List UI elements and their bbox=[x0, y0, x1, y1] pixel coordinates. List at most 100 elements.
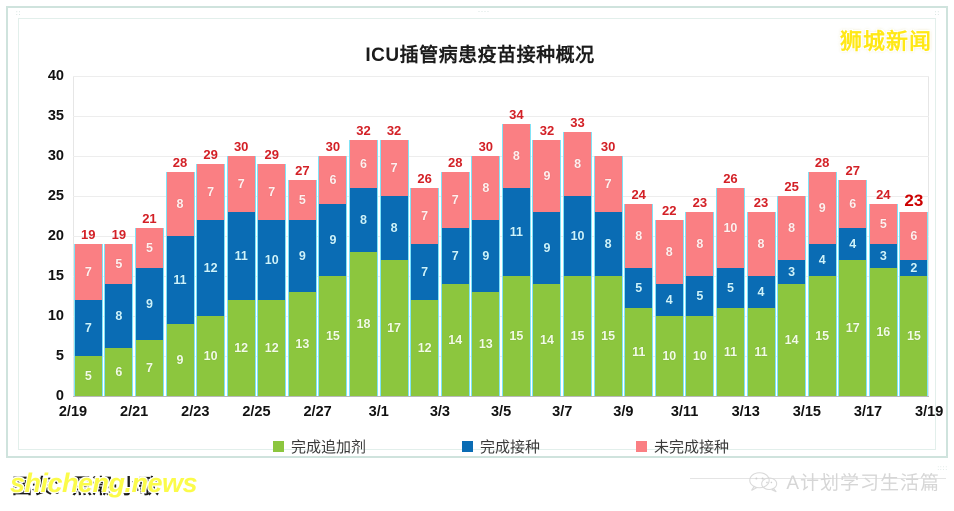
bar-segment-green[interactable]: 13 bbox=[471, 292, 501, 396]
bar-segment-pink[interactable]: 6 bbox=[899, 212, 929, 260]
bar-segment-pink[interactable]: 5 bbox=[868, 204, 898, 244]
bar-column[interactable]: 27 5 9 13 bbox=[287, 164, 318, 396]
bar-segment-pink[interactable]: 7 bbox=[73, 244, 103, 300]
bar-segment-green[interactable]: 10 bbox=[685, 316, 715, 396]
bar-column[interactable]: 24 8 5 11 bbox=[623, 188, 654, 396]
bar-segment-pink[interactable]: 7 bbox=[257, 164, 287, 220]
bar-column[interactable]: 24 5 3 16 bbox=[868, 188, 899, 396]
bar-segment-green[interactable]: 12 bbox=[257, 300, 287, 396]
bar-segment-green[interactable]: 17 bbox=[379, 260, 409, 396]
bar-segment-pink[interactable]: 8 bbox=[685, 212, 715, 276]
bar-segment-blue[interactable]: 7 bbox=[440, 228, 470, 284]
bar-segment-blue[interactable]: 4 bbox=[654, 284, 684, 316]
bar-segment-pink[interactable]: 9 bbox=[807, 172, 837, 244]
bar-segment-pink[interactable]: 7 bbox=[410, 188, 440, 244]
bar-segment-green[interactable]: 11 bbox=[715, 308, 745, 396]
bar-segment-green[interactable]: 10 bbox=[654, 316, 684, 396]
bar-column[interactable]: 30 6 9 15 bbox=[318, 140, 349, 396]
bar-column[interactable]: 33 8 10 15 bbox=[562, 116, 593, 396]
bar-column[interactable]: 32 9 9 14 bbox=[532, 124, 563, 396]
bar-segment-pink[interactable]: 6 bbox=[349, 140, 378, 188]
bar-segment-blue[interactable]: 7 bbox=[73, 300, 103, 356]
bar-segment-pink[interactable]: 10 bbox=[715, 188, 745, 268]
bar-segment-pink[interactable]: 7 bbox=[440, 172, 470, 228]
bar-segment-blue[interactable]: 9 bbox=[318, 204, 348, 276]
bar-segment-pink[interactable]: 5 bbox=[134, 228, 164, 268]
bar-segment-green[interactable]: 11 bbox=[746, 308, 776, 396]
bar-segment-blue[interactable]: 8 bbox=[379, 196, 409, 260]
bar-column[interactable]: 30 8 9 13 bbox=[471, 140, 502, 396]
bar-column[interactable]: 19 5 8 6 bbox=[104, 228, 135, 396]
bar-segment-blue[interactable]: 3 bbox=[777, 260, 807, 284]
bar-segment-green[interactable]: 14 bbox=[777, 284, 807, 396]
bar-column[interactable]: 28 7 7 14 bbox=[440, 156, 471, 396]
bar-segment-green[interactable]: 9 bbox=[165, 324, 195, 396]
bar-segment-blue[interactable]: 5 bbox=[715, 268, 745, 308]
bar-segment-pink[interactable]: 5 bbox=[104, 244, 134, 284]
bar-column[interactable]: 28 8 11 9 bbox=[165, 156, 196, 396]
bar-segment-blue[interactable]: 7 bbox=[410, 244, 440, 300]
bar-column[interactable]: 26 7 7 12 bbox=[409, 172, 440, 396]
bar-segment-blue[interactable]: 5 bbox=[624, 268, 654, 308]
bar-segment-green[interactable]: 16 bbox=[868, 268, 898, 396]
bar-column[interactable]: 27 6 4 17 bbox=[837, 164, 868, 396]
bar-segment-pink[interactable]: 8 bbox=[746, 212, 776, 276]
bar-segment-green[interactable]: 17 bbox=[838, 260, 868, 396]
bar-segment-green[interactable]: 11 bbox=[624, 308, 654, 396]
bar-segment-pink[interactable]: 7 bbox=[196, 164, 226, 220]
bar-segment-green[interactable]: 7 bbox=[134, 340, 164, 396]
bar-segment-pink[interactable]: 8 bbox=[501, 124, 531, 188]
bar-column[interactable]: 30 7 11 12 bbox=[226, 140, 257, 396]
bar-column[interactable]: 26 10 5 11 bbox=[715, 172, 746, 396]
bar-segment-pink[interactable]: 8 bbox=[624, 204, 654, 268]
legend-item[interactable]: 未完成接种 bbox=[636, 436, 729, 457]
bar-segment-blue[interactable]: 4 bbox=[807, 244, 837, 276]
bar-column[interactable]: 29 7 10 12 bbox=[256, 148, 287, 396]
bar-segment-pink[interactable]: 8 bbox=[563, 132, 593, 196]
bar-segment-blue[interactable]: 10 bbox=[257, 220, 287, 300]
bar-column[interactable]: 28 9 4 15 bbox=[807, 156, 838, 396]
bar-segment-pink[interactable]: 7 bbox=[379, 140, 409, 196]
bar-segment-blue[interactable]: 9 bbox=[134, 268, 164, 340]
bar-segment-blue[interactable]: 2 bbox=[899, 260, 929, 276]
bar-segment-green[interactable]: 12 bbox=[410, 300, 440, 396]
bar-segment-blue[interactable]: 9 bbox=[471, 220, 501, 292]
bar-segment-green[interactable]: 15 bbox=[807, 276, 837, 396]
bar-column[interactable]: 21 5 9 7 bbox=[134, 212, 165, 396]
bar-segment-blue[interactable]: 4 bbox=[746, 276, 776, 308]
bar-segment-green[interactable]: 14 bbox=[532, 284, 562, 396]
bar-column[interactable]: 19 7 7 5 bbox=[73, 228, 104, 396]
legend-item[interactable]: 完成接种 bbox=[461, 436, 540, 457]
bar-segment-blue[interactable]: 8 bbox=[104, 284, 134, 348]
legend-item[interactable]: 完成追加剂 bbox=[272, 436, 366, 457]
bar-segment-green[interactable]: 12 bbox=[226, 300, 256, 396]
bar-segment-green[interactable]: 15 bbox=[899, 276, 929, 396]
bar-segment-blue[interactable]: 4 bbox=[838, 228, 868, 260]
bar-segment-green[interactable]: 18 bbox=[349, 252, 378, 396]
bar-column[interactable]: 30 7 8 15 bbox=[593, 140, 624, 396]
bar-segment-pink[interactable]: 5 bbox=[287, 180, 317, 221]
bar-segment-pink[interactable]: 9 bbox=[532, 140, 562, 212]
bar-segment-green[interactable]: 15 bbox=[593, 276, 623, 396]
bar-segment-green[interactable]: 15 bbox=[501, 276, 531, 396]
bar-segment-blue[interactable]: 8 bbox=[349, 188, 378, 252]
bar-segment-green[interactable]: 15 bbox=[563, 276, 593, 396]
bar-column[interactable]: 34 8 11 15 bbox=[501, 108, 532, 396]
bar-column[interactable]: 23 8 4 11 bbox=[746, 196, 777, 396]
bar-segment-green[interactable]: 10 bbox=[196, 316, 226, 396]
bar-column[interactable]: 25 8 3 14 bbox=[776, 180, 807, 396]
bar-segment-pink[interactable]: 8 bbox=[165, 172, 195, 236]
bar-column[interactable]: 23 8 5 10 bbox=[685, 196, 716, 396]
bar-segment-green[interactable]: 6 bbox=[104, 348, 134, 396]
bar-column[interactable]: 32 7 8 17 bbox=[379, 124, 410, 396]
bar-segment-green[interactable]: 13 bbox=[287, 292, 317, 396]
bar-segment-blue[interactable]: 11 bbox=[501, 188, 531, 276]
bar-segment-blue[interactable]: 8 bbox=[593, 212, 623, 276]
bar-segment-pink[interactable]: 7 bbox=[226, 156, 256, 212]
bar-segment-pink[interactable]: 8 bbox=[471, 156, 501, 220]
bar-segment-pink[interactable]: 6 bbox=[318, 156, 348, 204]
bar-segment-green[interactable]: 5 bbox=[73, 356, 103, 396]
bar-segment-pink[interactable]: 8 bbox=[777, 196, 807, 260]
bar-column[interactable]: 22 8 4 10 bbox=[654, 204, 685, 396]
bar-segment-blue[interactable]: 12 bbox=[196, 220, 226, 316]
